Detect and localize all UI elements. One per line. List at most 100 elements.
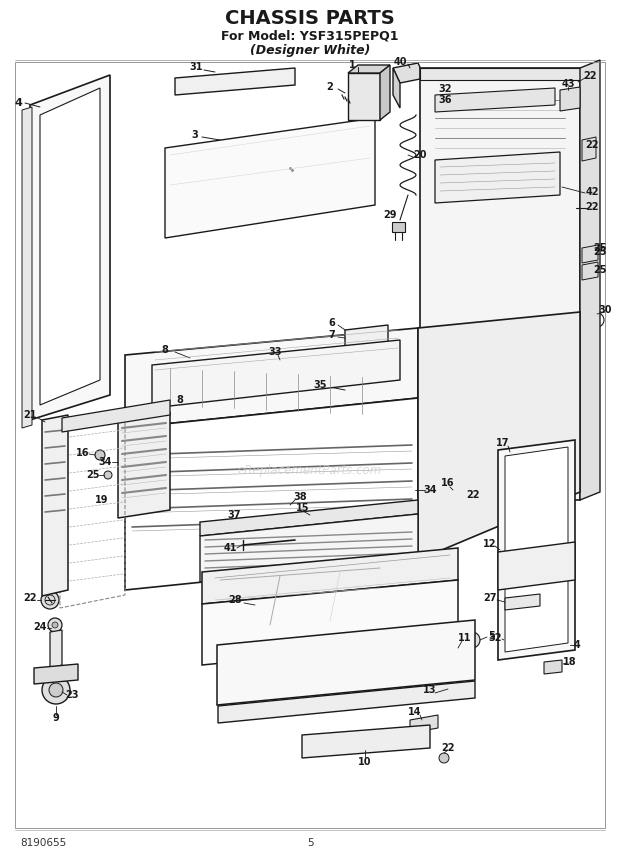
Polygon shape — [345, 325, 388, 376]
Circle shape — [276, 501, 290, 515]
Circle shape — [276, 537, 284, 545]
Text: 34: 34 — [423, 485, 436, 495]
Polygon shape — [218, 681, 475, 723]
Polygon shape — [420, 68, 580, 80]
Polygon shape — [62, 400, 170, 432]
Circle shape — [464, 632, 480, 648]
Text: 24: 24 — [33, 622, 46, 632]
Text: 21: 21 — [24, 410, 37, 420]
Text: 8: 8 — [177, 395, 184, 405]
Polygon shape — [152, 340, 400, 408]
Text: 17: 17 — [496, 438, 510, 448]
Text: 13: 13 — [423, 685, 436, 695]
Polygon shape — [30, 75, 110, 420]
Polygon shape — [560, 87, 580, 111]
Polygon shape — [582, 262, 598, 280]
Text: 35: 35 — [313, 380, 327, 390]
Polygon shape — [393, 63, 425, 83]
Text: 11: 11 — [458, 633, 472, 643]
Polygon shape — [202, 548, 458, 604]
Polygon shape — [392, 222, 405, 232]
Text: 25: 25 — [593, 265, 607, 275]
Text: 5: 5 — [307, 838, 313, 848]
Polygon shape — [125, 328, 418, 428]
Text: 25: 25 — [593, 243, 607, 253]
Circle shape — [95, 450, 105, 460]
Text: 8: 8 — [162, 345, 169, 355]
Text: 19: 19 — [95, 495, 108, 505]
Circle shape — [386, 732, 398, 744]
Text: 27: 27 — [483, 593, 497, 603]
Text: 15: 15 — [296, 503, 310, 513]
Text: 38: 38 — [293, 492, 307, 502]
Circle shape — [49, 683, 63, 697]
Polygon shape — [40, 88, 100, 405]
Text: (Designer White): (Designer White) — [250, 44, 370, 56]
Text: 4: 4 — [14, 98, 22, 108]
Polygon shape — [418, 312, 580, 560]
Polygon shape — [118, 412, 170, 518]
Polygon shape — [200, 500, 418, 536]
Circle shape — [334, 736, 346, 748]
Circle shape — [439, 753, 449, 763]
Text: 33: 33 — [268, 347, 281, 357]
Text: 41: 41 — [223, 543, 237, 553]
Circle shape — [42, 676, 70, 704]
Text: 10: 10 — [358, 757, 372, 767]
Text: CHASSIS PARTS: CHASSIS PARTS — [225, 9, 395, 27]
Text: 40: 40 — [393, 57, 407, 67]
Polygon shape — [580, 60, 600, 500]
Text: 22: 22 — [441, 743, 454, 753]
Circle shape — [104, 471, 112, 479]
Text: 22: 22 — [466, 490, 480, 500]
Circle shape — [240, 511, 254, 525]
Polygon shape — [582, 245, 598, 263]
Text: 25: 25 — [593, 247, 607, 257]
Circle shape — [450, 487, 460, 497]
Polygon shape — [217, 620, 475, 705]
Text: 22: 22 — [583, 71, 596, 81]
Text: 4: 4 — [574, 640, 580, 650]
Polygon shape — [50, 630, 62, 668]
Text: For Model: YSF315PEPQ1: For Model: YSF315PEPQ1 — [221, 29, 399, 43]
Text: 18: 18 — [563, 657, 577, 667]
Text: 16: 16 — [76, 448, 90, 458]
Text: 12: 12 — [483, 539, 497, 549]
Text: 34: 34 — [98, 457, 112, 467]
Text: 42: 42 — [585, 187, 599, 197]
Text: 9: 9 — [53, 713, 60, 723]
Text: 16: 16 — [441, 478, 454, 488]
Text: 23: 23 — [65, 690, 79, 700]
Polygon shape — [544, 660, 562, 674]
Text: 2: 2 — [327, 82, 334, 92]
Text: 14: 14 — [408, 707, 422, 717]
Text: 22: 22 — [24, 593, 37, 603]
Polygon shape — [302, 725, 430, 758]
Polygon shape — [22, 107, 32, 428]
Text: 25: 25 — [86, 470, 100, 480]
Text: 20: 20 — [414, 150, 427, 160]
Polygon shape — [348, 73, 380, 120]
Polygon shape — [505, 594, 540, 610]
Polygon shape — [505, 447, 568, 652]
Polygon shape — [410, 715, 438, 733]
Text: 22: 22 — [585, 202, 599, 212]
Text: 6: 6 — [329, 318, 335, 328]
Circle shape — [48, 618, 62, 632]
Polygon shape — [165, 118, 375, 238]
Text: 30: 30 — [598, 305, 612, 315]
Polygon shape — [380, 65, 390, 120]
Text: 36: 36 — [438, 95, 452, 105]
Polygon shape — [498, 440, 575, 660]
Polygon shape — [202, 580, 458, 665]
Text: 31: 31 — [189, 62, 203, 72]
Polygon shape — [175, 68, 295, 95]
Polygon shape — [34, 664, 78, 684]
Text: 32: 32 — [489, 633, 502, 643]
Text: 32: 32 — [438, 84, 452, 94]
Polygon shape — [348, 65, 390, 73]
Circle shape — [504, 634, 516, 646]
Text: 5: 5 — [489, 631, 495, 641]
Circle shape — [52, 622, 58, 628]
Text: 7: 7 — [329, 330, 335, 340]
